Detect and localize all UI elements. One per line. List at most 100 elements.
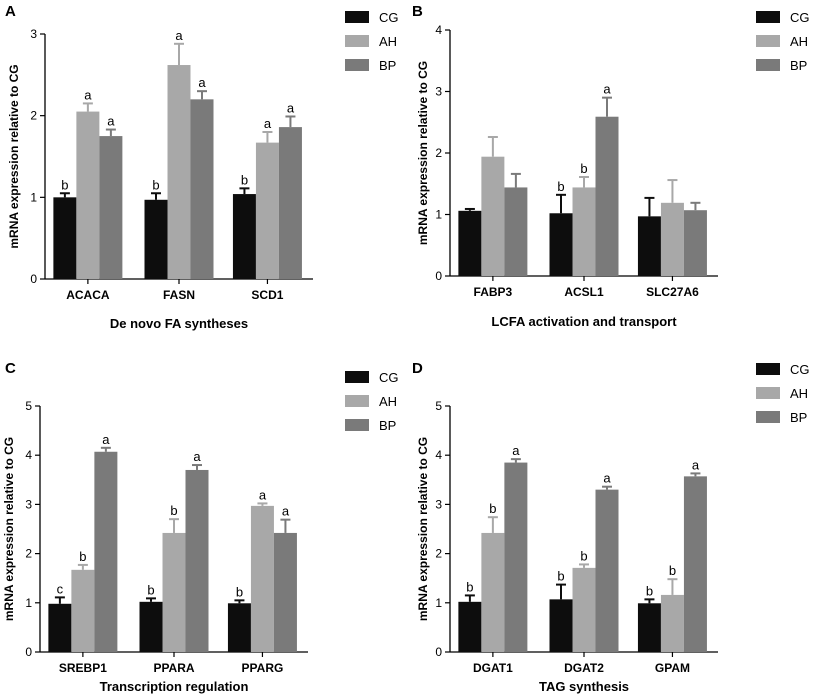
significance-label: a [259, 487, 267, 502]
significance-label: a [107, 114, 115, 129]
legend-swatch-bp [345, 419, 369, 431]
y-tick-label: 0 [25, 645, 32, 659]
category-label-scd1: SCD1 [251, 288, 283, 302]
significance-label: b [466, 579, 473, 594]
bar-ah-srebp1 [71, 569, 95, 652]
bar-cg-acaca [53, 197, 77, 279]
significance-label: a [175, 28, 183, 43]
bar-ah-scd1 [255, 142, 279, 279]
significance-label: a [84, 87, 92, 102]
x-axis-title: Transcription regulation [100, 679, 249, 694]
significance-label: b [236, 584, 243, 599]
significance-label: b [241, 172, 248, 187]
legend-swatch-ah [756, 387, 780, 399]
category-label-acsl1: ACSL1 [564, 285, 604, 299]
bar-ah-fasn [167, 65, 191, 280]
bar-bp-gpam [683, 476, 707, 652]
panel-letter: D [412, 360, 423, 377]
panel-A: A 0 1 2 3 mRNA expression relative to CG De no… [5, 3, 399, 331]
panel-letter: C [5, 360, 16, 377]
bar-bp-dgat1 [504, 462, 528, 652]
bar-cg-slc27a6 [637, 216, 661, 276]
legend-label-bp: BP [379, 58, 396, 73]
legend-label-cg: CG [379, 370, 399, 385]
significance-label: a [198, 75, 206, 90]
bar-ah-pparg [250, 505, 274, 652]
legend-swatch-cg [756, 363, 780, 375]
category-label-srebp1: SREBP1 [59, 661, 107, 675]
significance-label: b [557, 569, 564, 584]
significance-label: c [57, 581, 64, 596]
bar-bp-ppara [185, 469, 209, 652]
legend: CG AH BP [756, 362, 810, 425]
panel-D: D 0 1 2 3 4 5 mRNA expression relative to CG TAG… [412, 360, 810, 694]
category-label-fasn: FASN [163, 288, 195, 302]
panel-B: B 0 1 2 3 4 mRNA expression relative to CG LCFA… [412, 3, 810, 329]
bar-bp-acsl1 [595, 116, 619, 276]
bar-bp-srebp1 [94, 451, 118, 652]
bar-cg-scd1 [232, 194, 256, 279]
bar-ah-ppara [162, 532, 186, 652]
y-tick-label: 4 [435, 448, 442, 462]
category-label-fabp3: FABP3 [474, 285, 513, 299]
legend-label-ah: AH [379, 34, 397, 49]
bar-ah-dgat2 [572, 567, 596, 652]
y-axis-label: mRNA expression relative to CG [416, 61, 430, 245]
category-label-slc27a6: SLC27A6 [646, 285, 699, 299]
significance-label: b [147, 582, 154, 597]
category-label-gpam: GPAM [655, 661, 690, 675]
legend: CG AH BP [345, 370, 399, 433]
y-tick-label: 2 [25, 547, 32, 561]
bar-ah-slc27a6 [660, 202, 684, 276]
bar-cg-pparg [227, 603, 251, 652]
legend-label-bp: BP [790, 410, 807, 425]
legend-label-cg: CG [790, 362, 810, 377]
legend-swatch-bp [756, 411, 780, 423]
significance-label: a [282, 504, 290, 519]
y-tick-label: 2 [435, 146, 442, 160]
significance-label: b [580, 548, 587, 563]
legend-label-cg: CG [790, 10, 810, 25]
category-label-acaca: ACACA [66, 288, 110, 302]
bar-bp-fasn [190, 99, 214, 279]
y-axis-label: mRNA expression relative to CG [416, 437, 430, 621]
bar-cg-gpam [637, 603, 661, 652]
bar-cg-fasn [144, 199, 168, 279]
significance-label: b [646, 583, 653, 598]
legend-swatch-ah [345, 35, 369, 47]
legend-label-bp: BP [379, 418, 396, 433]
significance-label: b [61, 177, 68, 192]
category-label-dgat1: DGAT1 [473, 661, 513, 675]
y-tick-label: 4 [25, 448, 32, 462]
bar-cg-fabp3 [458, 210, 482, 276]
significance-label: a [603, 471, 611, 486]
legend-label-ah: AH [379, 394, 397, 409]
bar-bp-pparg [273, 532, 297, 652]
category-label-pparg: PPARG [242, 661, 284, 675]
legend-swatch-cg [756, 11, 780, 23]
y-tick-label: 1 [435, 596, 442, 610]
significance-label: a [603, 82, 611, 97]
legend-swatch-ah [756, 35, 780, 47]
y-tick-label: 4 [435, 23, 442, 37]
significance-label: b [152, 177, 159, 192]
y-tick-label: 3 [25, 497, 32, 511]
x-axis-title: LCFA activation and transport [491, 314, 677, 329]
significance-label: a [692, 457, 700, 472]
y-tick-label: 5 [435, 399, 442, 413]
y-tick-label: 1 [435, 208, 442, 222]
category-label-dgat2: DGAT2 [564, 661, 604, 675]
significance-label: b [170, 503, 177, 518]
legend: CG AH BP [756, 10, 810, 73]
panel-letter: A [5, 3, 16, 20]
x-axis-title: TAG synthesis [539, 679, 629, 694]
bar-cg-ppara [139, 601, 163, 652]
y-tick-label: 3 [435, 497, 442, 511]
legend-label-ah: AH [790, 34, 808, 49]
significance-label: b [580, 161, 587, 176]
legend-label-bp: BP [790, 58, 807, 73]
legend-swatch-ah [345, 395, 369, 407]
significance-label: a [193, 449, 201, 464]
legend-swatch-bp [756, 59, 780, 71]
y-tick-label: 0 [30, 272, 37, 286]
